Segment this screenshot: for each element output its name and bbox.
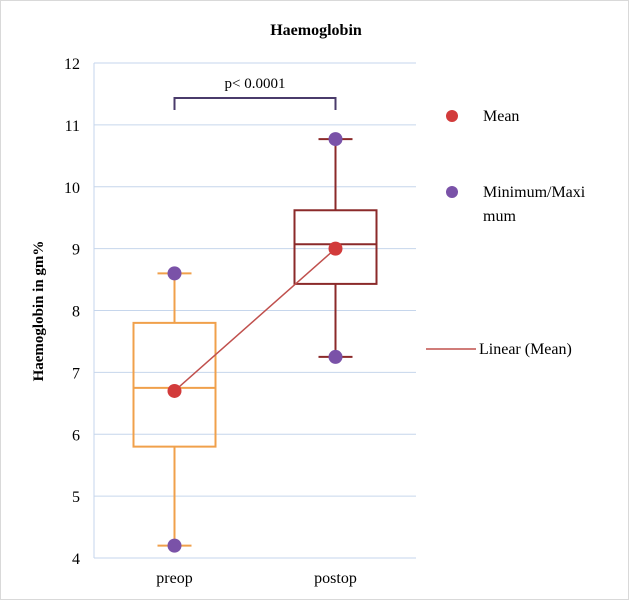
y-tick-11: 11	[65, 118, 80, 135]
mean-point-preop	[167, 383, 182, 398]
y-tick-7: 7	[72, 365, 80, 382]
y-tick-5: 5	[72, 489, 80, 506]
p-value-label: p< 0.0001	[225, 76, 286, 92]
min-point-preop	[167, 538, 182, 553]
significance-bracket	[173, 97, 337, 110]
legend-minmax-label: Minimum/Maxi	[483, 184, 586, 201]
legend-mean-label: Mean	[483, 108, 519, 125]
min-point-postop	[328, 349, 343, 364]
x-tick-postop: postop	[314, 570, 357, 587]
y-tick-4: 4	[72, 551, 80, 568]
chart-title: Haemoglobin	[270, 22, 362, 39]
box-preop	[132, 272, 217, 547]
legend-minmax-marker	[446, 186, 458, 198]
y-tick-labels: 4 5 6 7 8 9 10 11 12	[64, 56, 80, 568]
y-tick-10: 10	[64, 180, 80, 197]
y-tick-6: 6	[72, 427, 80, 444]
legend-mean-marker	[446, 110, 458, 122]
y-axis-label: Haemoglobin in gm%	[31, 241, 47, 382]
iqr-box-postop	[293, 209, 378, 285]
grid-lines	[93, 62, 416, 559]
x-tick-preop: preop	[156, 570, 192, 587]
y-tick-8: 8	[72, 304, 80, 321]
iqr-box-preop	[132, 321, 217, 448]
legend-minmax-label-cont: mum	[483, 208, 516, 225]
significance-annotation: p< 0.0001	[173, 76, 337, 110]
max-point-preop	[167, 266, 182, 281]
marker-points	[167, 132, 343, 553]
box-series	[132, 138, 378, 547]
y-tick-9: 9	[72, 242, 80, 259]
y-tick-12: 12	[64, 56, 80, 73]
x-tick-labels: preop postop	[156, 570, 357, 587]
mean-point-postop	[328, 241, 343, 256]
legend: Mean Minimum/Maxi mum Linear (Mean)	[426, 108, 586, 358]
legend-linear-label: Linear (Mean)	[479, 341, 572, 358]
max-point-postop	[328, 132, 343, 147]
mean-trend-line	[174, 248, 336, 392]
